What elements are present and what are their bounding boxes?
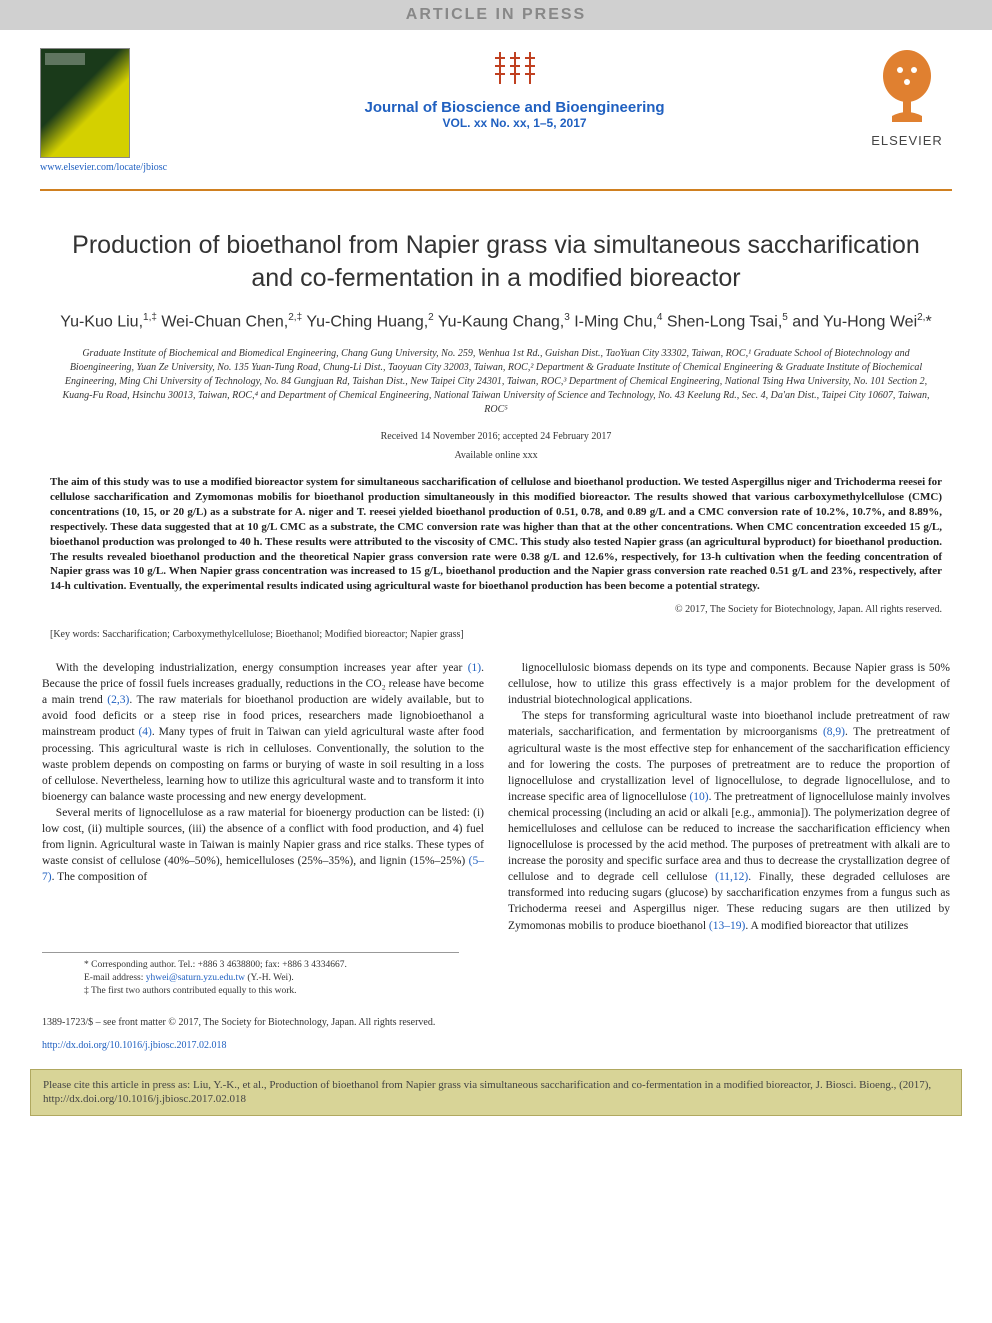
abstract: The aim of this study was to use a modif… xyxy=(0,465,992,600)
doi-link[interactable]: http://dx.doi.org/10.1016/j.jbiosc.2017.… xyxy=(42,1040,227,1051)
journal-homepage-link[interactable]: www.elsevier.com/locate/jbiosc xyxy=(40,162,167,173)
citation-box: Please cite this article in press as: Li… xyxy=(30,1069,962,1117)
email-label: E-mail address: xyxy=(84,973,143,983)
body-columns: With the developing industrialization, e… xyxy=(0,654,992,944)
author-list: Yu-Kuo Liu,1,‡ Wei-Chuan Chen,2,‡ Yu-Chi… xyxy=(0,312,992,347)
page-header: www.elsevier.com/locate/jbiosc Journal o… xyxy=(0,30,992,183)
publisher-name: ELSEVIER xyxy=(862,133,952,148)
journal-cover-block: www.elsevier.com/locate/jbiosc xyxy=(40,48,167,173)
journal-volume: VOL. xx No. xx, 1–5, 2017 xyxy=(187,116,842,130)
email-line: E-mail address: yhwei@saturn.yzu.edu.tw … xyxy=(84,972,417,985)
received-date: Received 14 November 2016; accepted 24 F… xyxy=(0,427,992,446)
author-email-link[interactable]: yhwei@saturn.yzu.edu.tw xyxy=(146,973,245,983)
article-in-press-banner: ARTICLE IN PRESS xyxy=(0,0,992,30)
right-column: lignocellulosic biomass depends on its t… xyxy=(508,660,950,934)
front-matter-line: 1389-1723/$ – see front matter © 2017, T… xyxy=(0,1009,992,1032)
journal-name: Journal of Bioscience and Bioengineering xyxy=(187,99,842,116)
article-title: Production of bioethanol from Napier gra… xyxy=(0,191,992,312)
keywords: [Key words: Saccharification; Carboxymet… xyxy=(0,625,992,654)
body-paragraph: lignocellulosic biomass depends on its t… xyxy=(508,660,950,708)
body-paragraph: Several merits of lignocellulose as a ra… xyxy=(42,805,484,885)
journal-masthead: Journal of Bioscience and Bioengineering… xyxy=(167,48,862,130)
affiliations: Graduate Institute of Biochemical and Bi… xyxy=(0,347,992,427)
copyright: © 2017, The Society for Biotechnology, J… xyxy=(0,600,992,625)
doi-line: http://dx.doi.org/10.1016/j.jbiosc.2017.… xyxy=(0,1032,992,1055)
corresponding-author: * Corresponding author. Tel.: +886 3 463… xyxy=(84,959,417,972)
available-date: Available online xxx xyxy=(0,446,992,465)
journal-cover-image xyxy=(40,48,130,158)
equal-contribution: ‡ The first two authors contributed equa… xyxy=(84,985,417,998)
journal-logo-icon xyxy=(485,48,545,93)
body-paragraph: The steps for transforming agricultural … xyxy=(508,708,950,933)
footnotes: * Corresponding author. Tel.: +886 3 463… xyxy=(42,952,459,1009)
email-tail: (Y.-H. Wei). xyxy=(247,973,293,983)
elsevier-tree-icon xyxy=(872,48,942,128)
body-paragraph: With the developing industrialization, e… xyxy=(42,660,484,805)
publisher-block: ELSEVIER xyxy=(862,48,952,148)
left-column: With the developing industrialization, e… xyxy=(42,660,484,934)
